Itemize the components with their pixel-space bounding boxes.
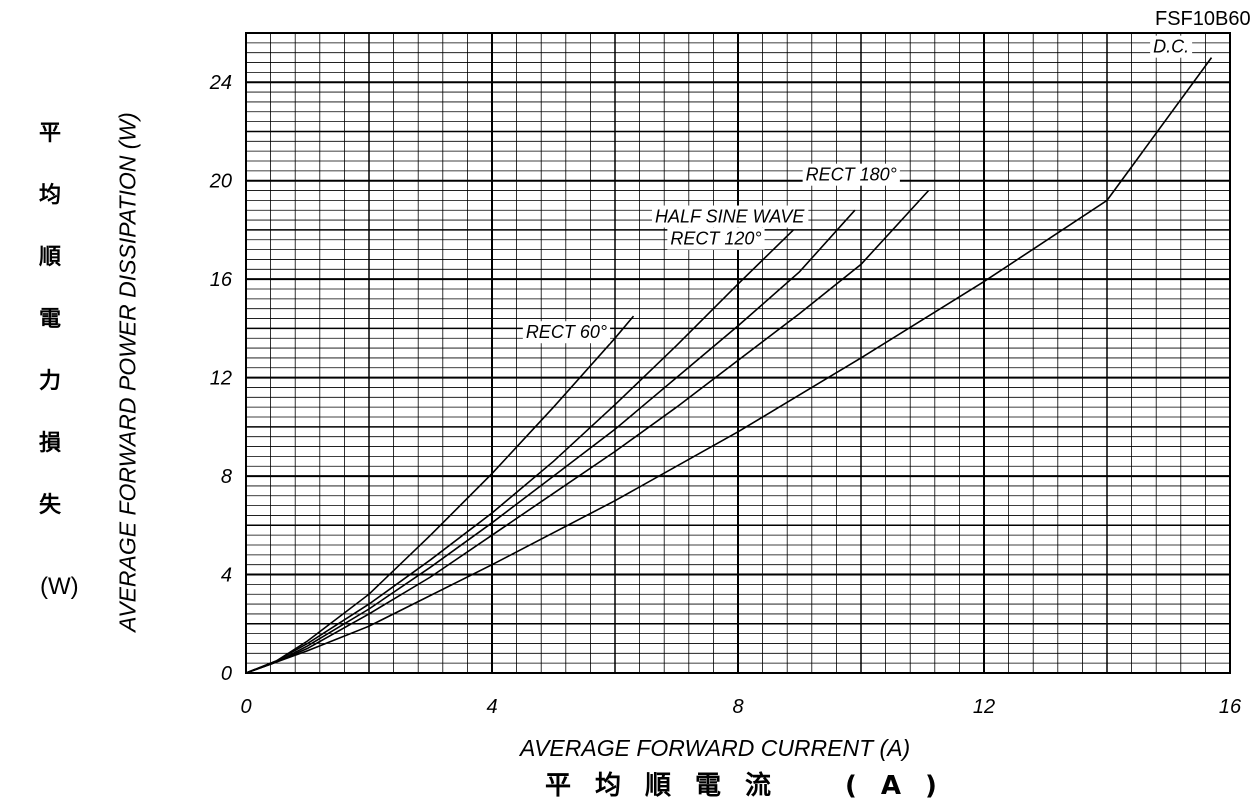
series-label-bg	[522, 321, 611, 344]
plot-frame	[245, 32, 1231, 674]
jp-y-char-2: 均	[38, 183, 61, 208]
x-tick-label: 0	[240, 696, 251, 718]
jp-y-char-7: 失	[38, 493, 61, 518]
series-label-bg	[1150, 35, 1193, 58]
series-label-bg	[651, 205, 809, 228]
jp-y-char-4: 電	[38, 307, 61, 332]
japanese-y-axis-title: 平 均 順 電 力 損 失	[30, 103, 70, 537]
series-label: HALF SINE WAVE	[655, 207, 805, 227]
x-tick-label: 12	[973, 696, 995, 718]
series-label: RECT 120°	[670, 229, 761, 249]
series-line-rect-120-	[245, 229, 794, 674]
y-tick-label: 24	[209, 72, 232, 94]
series-label-bg	[802, 163, 900, 186]
y-tick-label: 0	[221, 663, 232, 685]
series-layer	[245, 57, 1213, 674]
series-label-bg	[667, 227, 765, 250]
y-tick-label: 16	[210, 269, 233, 291]
y-tick-label: 12	[210, 368, 232, 390]
y-tick-label: 8	[221, 466, 232, 488]
series-line-rect-60-	[245, 315, 635, 674]
japanese-x-axis-title: 平均順電流 (A)	[545, 771, 961, 801]
series-label: D.C.	[1153, 37, 1189, 57]
part-number-label: FSF10B60	[1155, 8, 1251, 30]
series-line-d-c-	[245, 57, 1213, 674]
jp-y-char-6: 損	[38, 431, 61, 456]
jp-y-char-5: 力	[38, 369, 61, 394]
y-axis-title: AVERAGE FORWARD POWER DISSIPATION (W)	[114, 112, 141, 632]
series-label: RECT 180°	[806, 165, 897, 185]
series-line-half-sine-wave	[245, 209, 856, 674]
jp-y-char-1: 平	[38, 121, 61, 146]
x-tick-label: 16	[1219, 696, 1242, 718]
jp-y-char-3: 順	[38, 245, 61, 270]
y-tick-label: 4	[221, 565, 232, 587]
series-label: RECT 60°	[526, 322, 607, 342]
y-tick-label: 20	[209, 171, 232, 193]
x-tick-label: 4	[486, 696, 497, 718]
x-tick-label: 8	[732, 696, 743, 718]
x-axis-title: AVERAGE FORWARD CURRENT (A)	[520, 735, 911, 761]
tick-label-layer: 0 4 8 12 16 0 4 8 12 16 20 24	[209, 72, 1242, 718]
japanese-y-unit: (W)	[40, 573, 79, 600]
series-line-rect-180-	[245, 189, 930, 674]
major-grid	[246, 33, 1230, 673]
series-label-layer: RECT 60° RECT 120°HALF SINE WAVE RECT 180°…	[522, 35, 1193, 344]
